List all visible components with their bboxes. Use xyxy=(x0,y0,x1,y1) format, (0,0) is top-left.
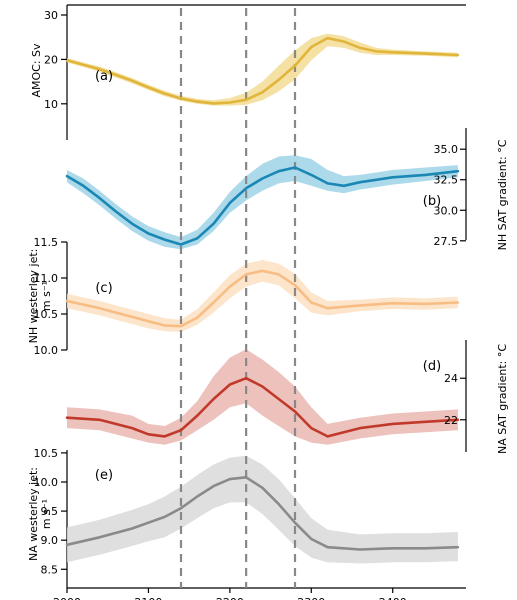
ytick-label-a: 20 xyxy=(44,53,58,66)
ytick-label-e: 9.0 xyxy=(41,534,59,547)
ytick-label-e: 10.5 xyxy=(34,447,59,460)
band-d xyxy=(67,349,458,445)
ylabel-a: AMOC: Sv xyxy=(30,43,43,98)
series-line-e xyxy=(65,476,460,551)
ylabel-d: NA SAT gradient: °C xyxy=(496,344,509,454)
ytick-label-b: 32.5 xyxy=(434,174,459,187)
panel-label-c: (c) xyxy=(95,281,112,296)
band-c xyxy=(67,260,458,332)
ytick-label-a: 30 xyxy=(44,9,58,22)
series-line-a xyxy=(65,36,460,105)
ytick-label-b: 35.0 xyxy=(434,143,459,156)
panel-label-a: (a) xyxy=(95,69,113,84)
ytick-label-a: 10 xyxy=(44,98,58,111)
xtick-label: 2400 xyxy=(379,596,407,600)
ytick-label-d: 24 xyxy=(444,372,458,385)
ylabel-e: NA westerley jet:m s⁻¹ xyxy=(27,467,53,561)
panel-label-b: (b) xyxy=(423,194,441,209)
ylabel-b: NH SAT gradient: °C xyxy=(496,139,509,250)
panel-text: AMOC: Sv (a) NH SAT gradient: °C (b) NH west… xyxy=(27,43,509,561)
ytick-label-d: 22 xyxy=(444,414,458,427)
ytick-label-e: 9.5 xyxy=(41,505,59,518)
ytick-label-c: 11.5 xyxy=(34,236,59,249)
panel-label-d: (d) xyxy=(423,359,441,374)
ytick-label-e: 10.0 xyxy=(34,476,59,489)
ytick-label-c: 10.0 xyxy=(34,344,59,357)
series-line-c xyxy=(65,269,460,328)
xtick-label: 2200 xyxy=(216,596,244,600)
panel-label-e: (e) xyxy=(95,468,113,483)
event-marker-lines xyxy=(179,8,297,588)
ytick-label-b: 30.0 xyxy=(434,204,459,217)
ytick-label-e: 8.5 xyxy=(41,563,59,576)
ytick-label-c: 10.5 xyxy=(34,308,59,321)
band-e xyxy=(67,455,458,564)
ylabel-c: NH westerley jet:m s⁻¹ xyxy=(27,249,53,344)
band-b xyxy=(67,155,458,250)
band-a xyxy=(67,33,458,106)
series-lines xyxy=(65,36,460,551)
xtick-label: 2100 xyxy=(134,596,162,600)
series-line-b xyxy=(65,166,460,246)
ytick-label-b: 27.5 xyxy=(434,235,459,248)
series-line-d xyxy=(65,376,460,438)
axis-ticks-and-labels: 10 20 30 27.5 30.0 32.5 35.0 10.0 10.5 11.0 11.5 22… xyxy=(34,9,466,600)
xtick-label: 2300 xyxy=(297,596,325,600)
uncertainty-bands xyxy=(67,33,458,564)
xtick-label: 2000 xyxy=(53,596,81,600)
ytick-label-c: 11.0 xyxy=(34,272,59,285)
